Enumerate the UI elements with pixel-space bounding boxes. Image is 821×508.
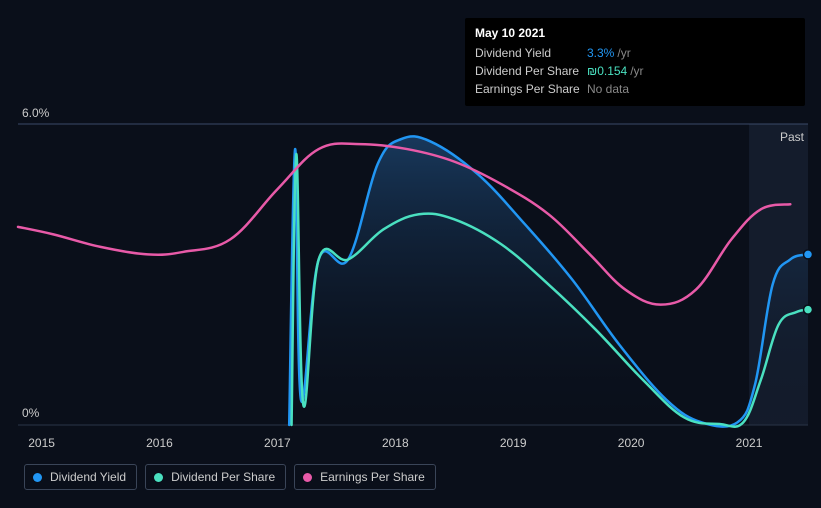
past-region-label: Past <box>780 130 804 144</box>
tooltip-metric-value: No data <box>587 82 629 96</box>
x-axis-tick: 2021 <box>736 436 763 450</box>
y-axis-min-label: 0% <box>22 406 39 420</box>
legend-label: Dividend Yield <box>50 470 126 484</box>
legend-item[interactable]: Dividend Yield <box>24 464 137 490</box>
tooltip-metric-unit: /yr <box>630 64 643 78</box>
legend-label: Dividend Per Share <box>171 470 275 484</box>
x-axis-tick: 2016 <box>146 436 173 450</box>
x-axis-tick: 2020 <box>618 436 645 450</box>
tooltip-row: Earnings Per ShareNo data <box>465 80 805 98</box>
y-axis-max-label: 6.0% <box>22 106 49 120</box>
tooltip-metric-label: Dividend Per Share <box>475 64 587 78</box>
tooltip-metric-label: Dividend Yield <box>475 46 587 60</box>
legend-dot-icon <box>154 473 163 482</box>
tooltip-metric-value: ₪0.154 <box>587 64 627 78</box>
tooltip-metric-value: 3.3% <box>587 46 614 60</box>
legend-dot-icon <box>33 473 42 482</box>
tooltip-date: May 10 2021 <box>465 24 805 44</box>
x-axis-tick: 2018 <box>382 436 409 450</box>
x-axis-tick: 2019 <box>500 436 527 450</box>
chart-legend: Dividend Yield Dividend Per Share Earnings… <box>24 464 436 490</box>
legend-item[interactable]: Earnings Per Share <box>294 464 436 490</box>
tooltip-row: Dividend Per Share₪0.154/yr <box>465 62 805 80</box>
tooltip-row: Dividend Yield3.3%/yr <box>465 44 805 62</box>
chart-tooltip: May 10 2021 Dividend Yield3.3%/yrDividen… <box>465 18 805 106</box>
legend-dot-icon <box>303 473 312 482</box>
tooltip-metric-label: Earnings Per Share <box>475 82 587 96</box>
legend-label: Earnings Per Share <box>320 470 425 484</box>
legend-item[interactable]: Dividend Per Share <box>145 464 286 490</box>
x-axis-tick: 2015 <box>28 436 55 450</box>
x-axis-tick: 2017 <box>264 436 291 450</box>
tooltip-metric-unit: /yr <box>617 46 630 60</box>
